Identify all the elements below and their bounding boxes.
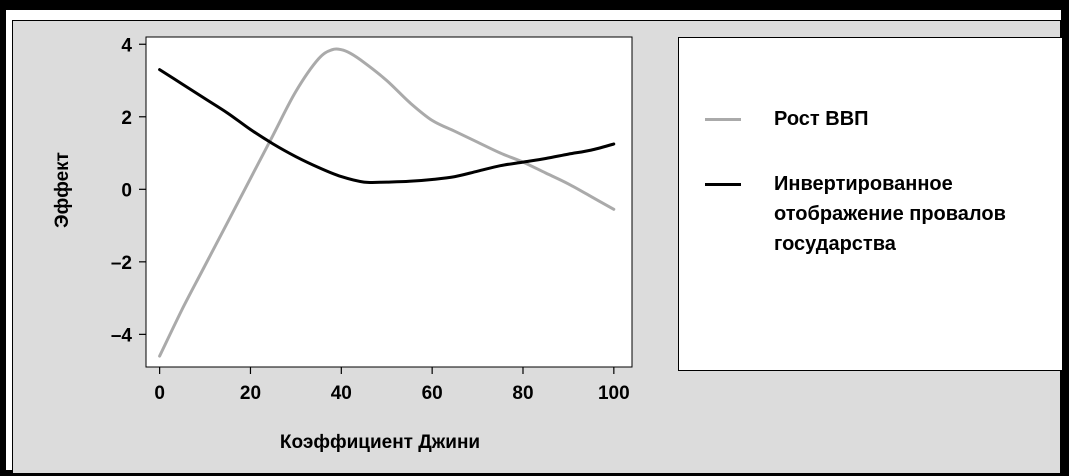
x-axis: 0 20 40 60 80 100 (154, 367, 630, 404)
y-tick-label: 4 (121, 35, 132, 56)
x-axis-title: Коэффициент Джини (280, 432, 480, 453)
y-tick-label: 0 (121, 180, 132, 201)
legend-swatch-gdp (705, 118, 741, 121)
x-tick-label: 0 (154, 383, 165, 404)
series-line-state-failure (158, 68, 616, 185)
y-tick-label: –4 (111, 325, 133, 346)
legend-label-state-failure: Инвертированное отображение провалов гос… (774, 173, 1006, 255)
x-tick-label: 60 (422, 383, 443, 404)
x-tick-label: 100 (598, 383, 630, 404)
y-axis-title: Эффект (52, 152, 73, 228)
x-tick-label: 80 (512, 383, 533, 404)
y-axis: 4 2 0 –2 –4 (111, 35, 146, 346)
y-tick-label: –2 (111, 253, 132, 274)
plot-area (145, 36, 633, 368)
legend-label-gdp: Рост ВВП (774, 108, 869, 130)
series-layer (158, 47, 616, 358)
legend: Рост ВВП Инвертированное отображение про… (678, 37, 1063, 371)
x-tick-label: 40 (331, 383, 352, 404)
legend-swatch-state-failure (705, 183, 741, 186)
x-tick-label: 20 (240, 383, 261, 404)
series-line-gdp-growth (158, 47, 616, 358)
y-tick-label: 2 (121, 108, 132, 129)
